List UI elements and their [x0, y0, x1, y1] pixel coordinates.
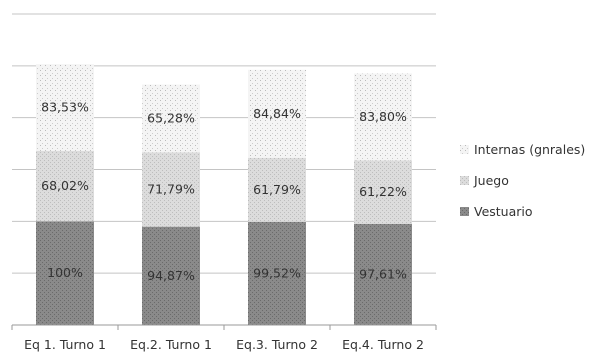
legend-swatch [460, 207, 469, 216]
data-label: 61,79% [253, 182, 301, 197]
bar-segment [354, 160, 412, 224]
legend: Internas (gnrales) Juego Vestuario [460, 142, 585, 219]
x-tick-label: Eq.2. Turno 1 [130, 337, 212, 352]
x-tick-label: Eq.4. Turno 2 [342, 337, 424, 352]
data-label: 94,87% [147, 268, 195, 283]
bar-segment [36, 221, 94, 325]
bar-segment [36, 64, 94, 151]
bar-segment [142, 152, 200, 227]
legend-swatch [460, 176, 469, 185]
data-label: 65,28% [147, 110, 195, 125]
bar-segment [248, 157, 306, 222]
bar-segment [354, 73, 412, 161]
data-label: 99,52% [253, 265, 301, 280]
bar-segment [354, 223, 412, 325]
bar-segment [142, 226, 200, 325]
data-label: 83,80% [359, 109, 407, 124]
legend-label: Internas (gnrales) [474, 142, 585, 157]
data-label: 100% [47, 265, 83, 280]
data-label: 97,61% [359, 266, 407, 281]
bar-segment [248, 69, 306, 158]
data-label: 83,53% [41, 100, 89, 115]
x-axis: Eq 1. Turno 1 Eq.2. Turno 1 Eq.3. Turno 2 E… [11, 324, 437, 352]
legend-swatch [460, 145, 469, 154]
bar-segment [248, 221, 306, 325]
data-label: 61,22% [359, 184, 407, 199]
x-tick-label: Eq 1. Turno 1 [24, 337, 106, 352]
data-labels: 100% 68,02% 83,53% 94,87% 71,79% 65,28% 99,52%… [41, 100, 407, 283]
bars [36, 64, 412, 325]
data-label: 71,79% [147, 181, 195, 196]
legend-label: Vestuario [474, 204, 533, 219]
data-label: 68,02% [41, 178, 89, 193]
legend-label: Juego [473, 173, 509, 188]
data-label: 84,84% [253, 106, 301, 121]
bar-segment [36, 150, 94, 222]
x-tick-label: Eq.3. Turno 2 [236, 337, 318, 352]
bar-segment [142, 84, 200, 153]
